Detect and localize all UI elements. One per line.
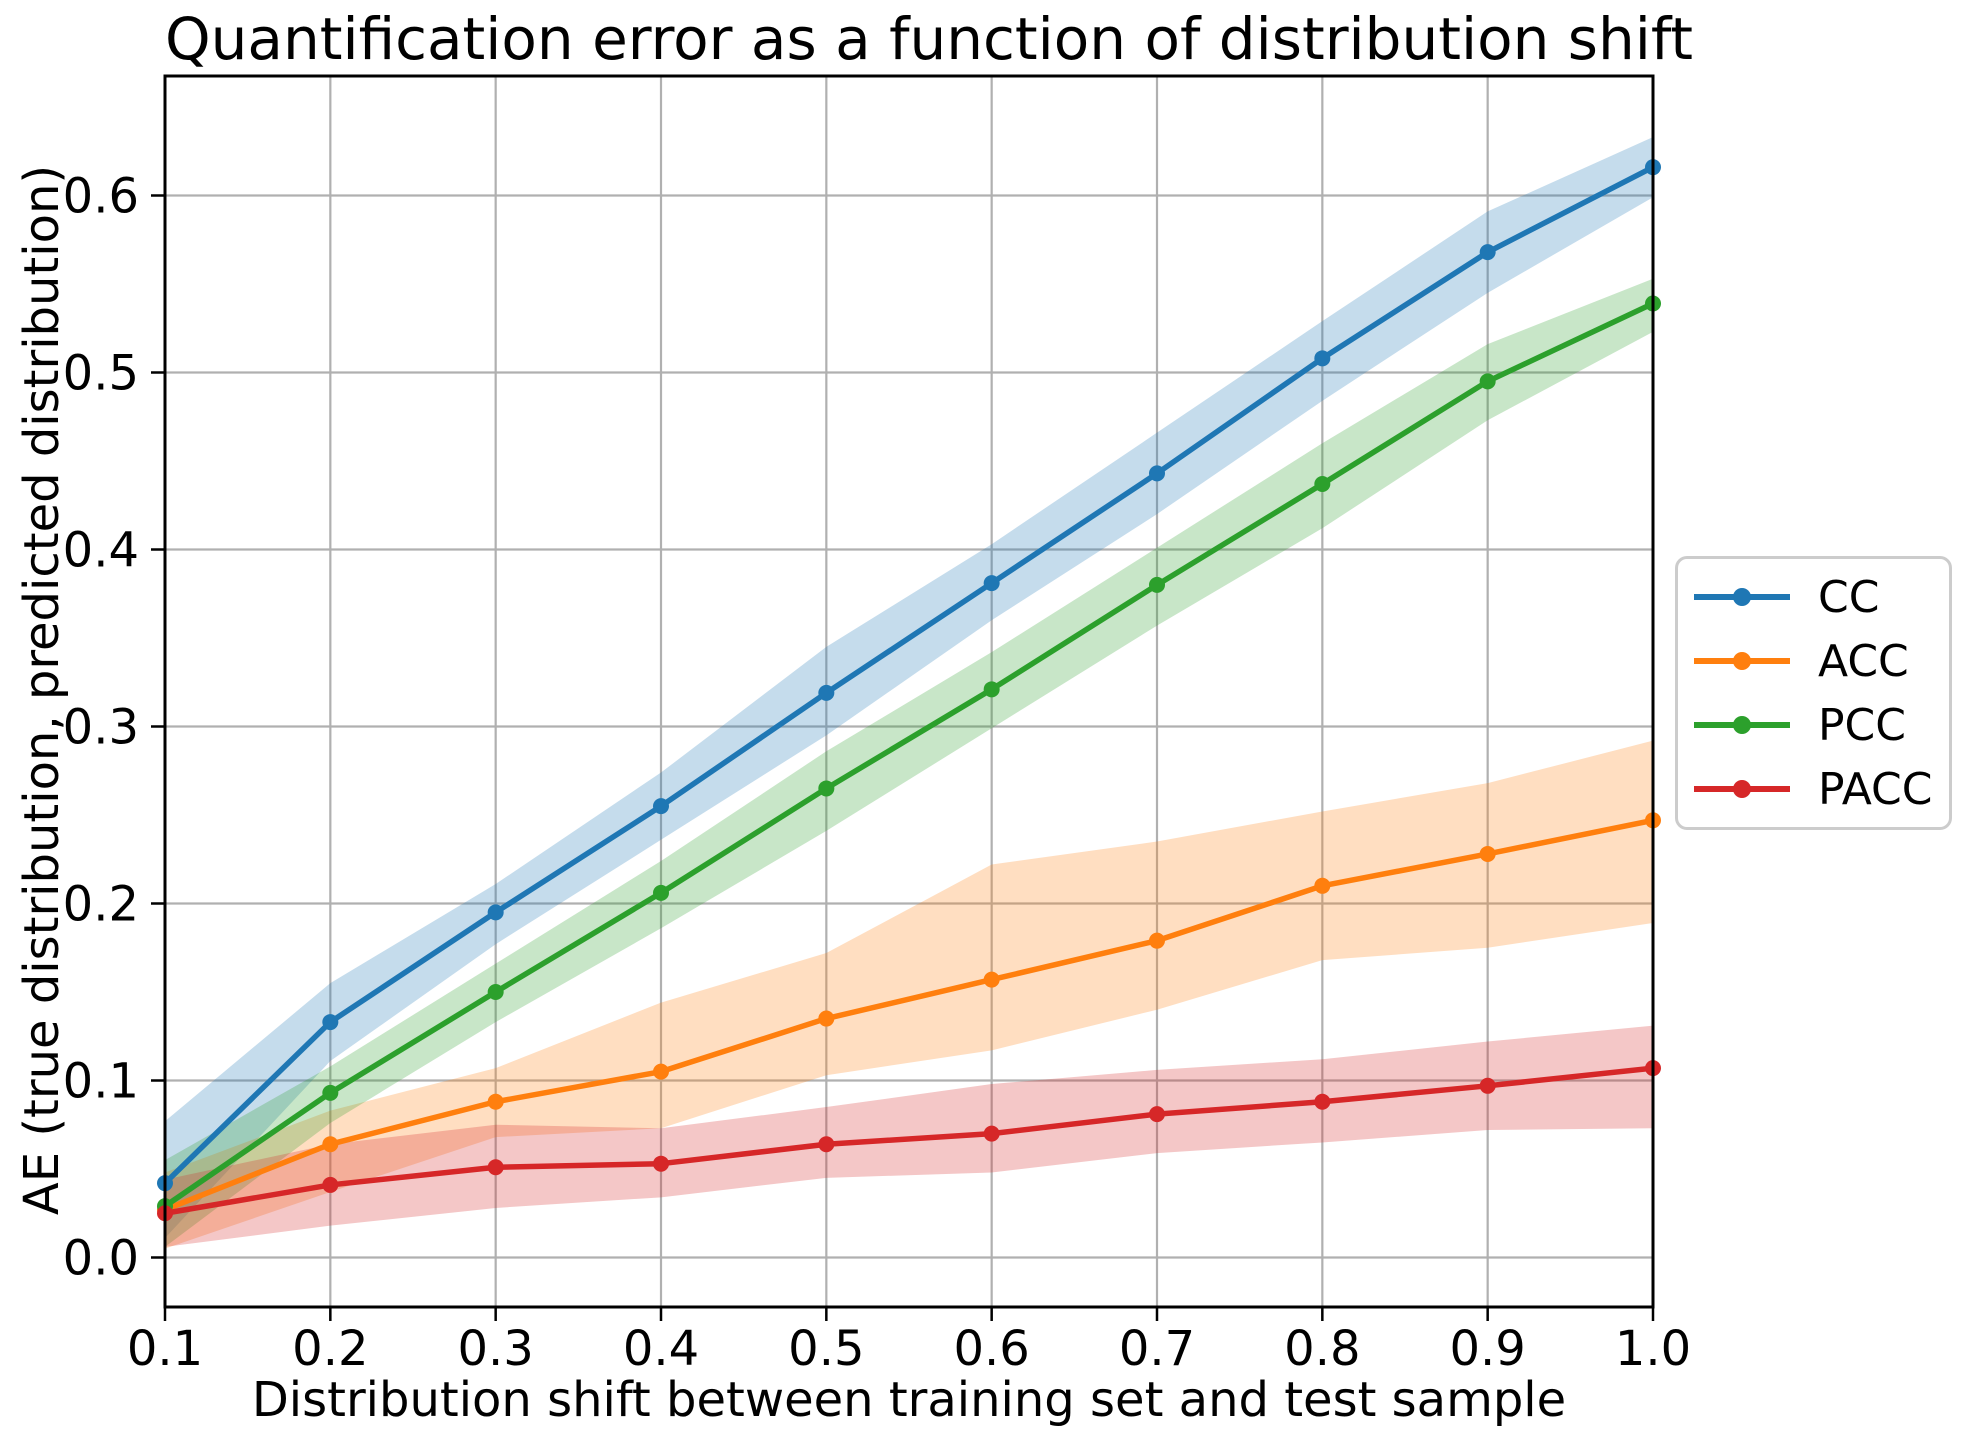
series-ACC-marker (322, 1136, 339, 1153)
legend-marker (1733, 780, 1751, 798)
y-tick-label: 0.6 (63, 169, 139, 225)
series-CC-marker (1479, 244, 1496, 261)
series-ACC-marker (983, 971, 1000, 988)
x-tick-label: 0.9 (1449, 1321, 1525, 1377)
plot-border (163, 74, 1655, 1309)
chart-title: Quantification error as a function of di… (165, 5, 1693, 73)
x-tick-label: 0.1 (127, 1321, 203, 1377)
series-CC-line (162, 164, 1656, 1186)
y-tick-label: 0.5 (63, 346, 139, 402)
series-ACC-marker (653, 1063, 669, 1080)
legend: CC ACC PCC PACC (1675, 556, 1952, 830)
series-PACC-marker (322, 1176, 339, 1193)
series-CC-marker (1149, 465, 1165, 482)
legend-line-PACC (1694, 780, 1790, 798)
series-PCC-marker (653, 884, 669, 901)
y-tick-label: 0.3 (63, 700, 139, 756)
x-tick-label: 0.6 (953, 1321, 1029, 1377)
series-PCC-line (162, 300, 1656, 1209)
legend-line-PCC (1694, 716, 1790, 734)
series-CC-marker (487, 904, 504, 921)
series-PACC-marker (487, 1159, 504, 1176)
x-axis-label: Distribution shift between training set … (251, 1372, 1567, 1428)
legend-line-CC (1694, 588, 1790, 606)
legend-label: PCC (1818, 699, 1906, 751)
series-ACC-marker (1149, 932, 1165, 949)
series-CC-marker (1314, 350, 1331, 367)
legend-label: PACC (1818, 763, 1933, 815)
plot-background (165, 76, 1653, 1307)
series-PCC-marker (983, 681, 1000, 698)
x-tick-label: 0.2 (292, 1321, 368, 1377)
series-PACC-marker (653, 1155, 669, 1172)
legend-marker (1733, 652, 1751, 670)
legend-line-ACC (1694, 652, 1790, 670)
x-tick-label: 0.3 (457, 1321, 533, 1377)
legend-marker (1733, 716, 1751, 734)
legend-marker (1733, 588, 1751, 606)
legend-entry-PACC: PACC (1692, 764, 1949, 815)
series-PACC-line (162, 1065, 1656, 1216)
series-PCC-marker (1314, 476, 1331, 493)
series-PCC-marker (1149, 576, 1165, 593)
y-axis-label: AE (true distribution, predicted distrib… (14, 164, 70, 1216)
legend-label: CC (1818, 571, 1880, 623)
x-tick-label: 0.8 (1284, 1321, 1360, 1377)
series-CC-marker (653, 798, 669, 815)
y-tick-label: 0.2 (63, 877, 139, 933)
series-PACC-marker (1149, 1106, 1165, 1123)
legend-label: ACC (1818, 635, 1909, 687)
series-ACC-band (165, 740, 1653, 1249)
series-PCC-marker (322, 1084, 339, 1101)
series-PCC-band (165, 278, 1653, 1247)
series-PCC-marker (818, 780, 835, 797)
legend-entry-CC: CC (1692, 572, 1949, 623)
series-CC-marker (818, 684, 835, 701)
series-ACC-marker (1479, 845, 1496, 862)
series-ACC-marker (487, 1093, 504, 1110)
y-tick-label: 0.0 (63, 1231, 139, 1287)
legend-entry-PCC: PCC (1692, 700, 1949, 751)
y-tick-label: 0.4 (63, 523, 139, 579)
series-ACC-line (162, 817, 1656, 1213)
series-PCC-marker (487, 984, 504, 1000)
series-ACC-marker (1314, 877, 1331, 894)
series-PCC-marker (1479, 373, 1496, 390)
y-tick-label: 0.1 (63, 1054, 139, 1110)
series-CC-marker (983, 575, 1000, 592)
series-CC-marker (322, 1014, 339, 1031)
series-CC-band (165, 137, 1653, 1239)
x-tick-label: 0.4 (623, 1321, 699, 1377)
series-PACC-marker (1314, 1093, 1331, 1110)
x-tick-label: 0.7 (1119, 1321, 1195, 1377)
x-tick-label: 0.5 (788, 1321, 864, 1377)
x-tick-label: 1.0 (1615, 1321, 1691, 1377)
legend-entry-ACC: ACC (1692, 636, 1949, 687)
series-PACC-marker (818, 1136, 835, 1153)
series-PACC-marker (983, 1125, 1000, 1142)
series-PACC-marker (1479, 1077, 1496, 1094)
series-ACC-marker (818, 1010, 835, 1027)
